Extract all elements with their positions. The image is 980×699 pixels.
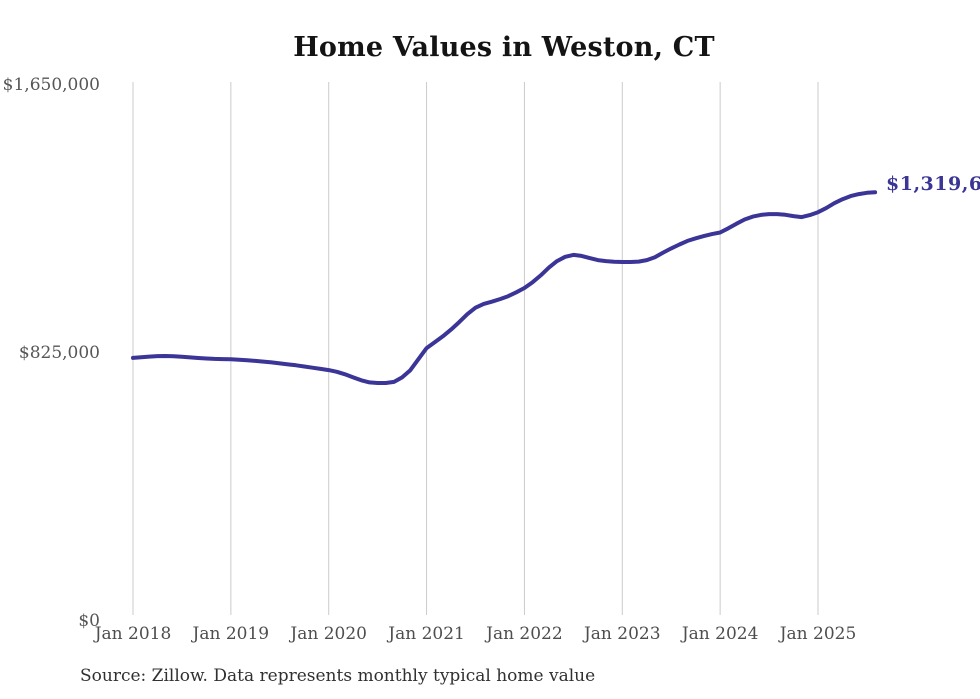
source-note: Source: Zillow. Data represents monthly … xyxy=(80,666,596,686)
x-axis-label: Jan 2023 xyxy=(583,624,661,644)
x-axis-label: Jan 2019 xyxy=(192,624,270,644)
x-axis-label: Jan 2025 xyxy=(779,624,857,644)
home-value-line xyxy=(131,190,878,385)
y-axis-label: $1,650,000 xyxy=(2,75,100,95)
x-axis-label: Jan 2021 xyxy=(388,624,465,644)
x-axis-label: Jan 2020 xyxy=(290,624,367,644)
vertical-gridlines xyxy=(132,82,819,615)
chart-title: Home Values in Weston, CT xyxy=(293,32,715,63)
y-axis-label: $0 xyxy=(78,611,100,631)
latest-value-label: $1,319,61 xyxy=(886,173,980,195)
x-axis-label: Jan 2018 xyxy=(94,624,172,644)
x-axis-label: Jan 2022 xyxy=(486,624,563,644)
y-axis-label: $825,000 xyxy=(18,343,100,363)
x-axis-label: Jan 2024 xyxy=(681,624,759,644)
